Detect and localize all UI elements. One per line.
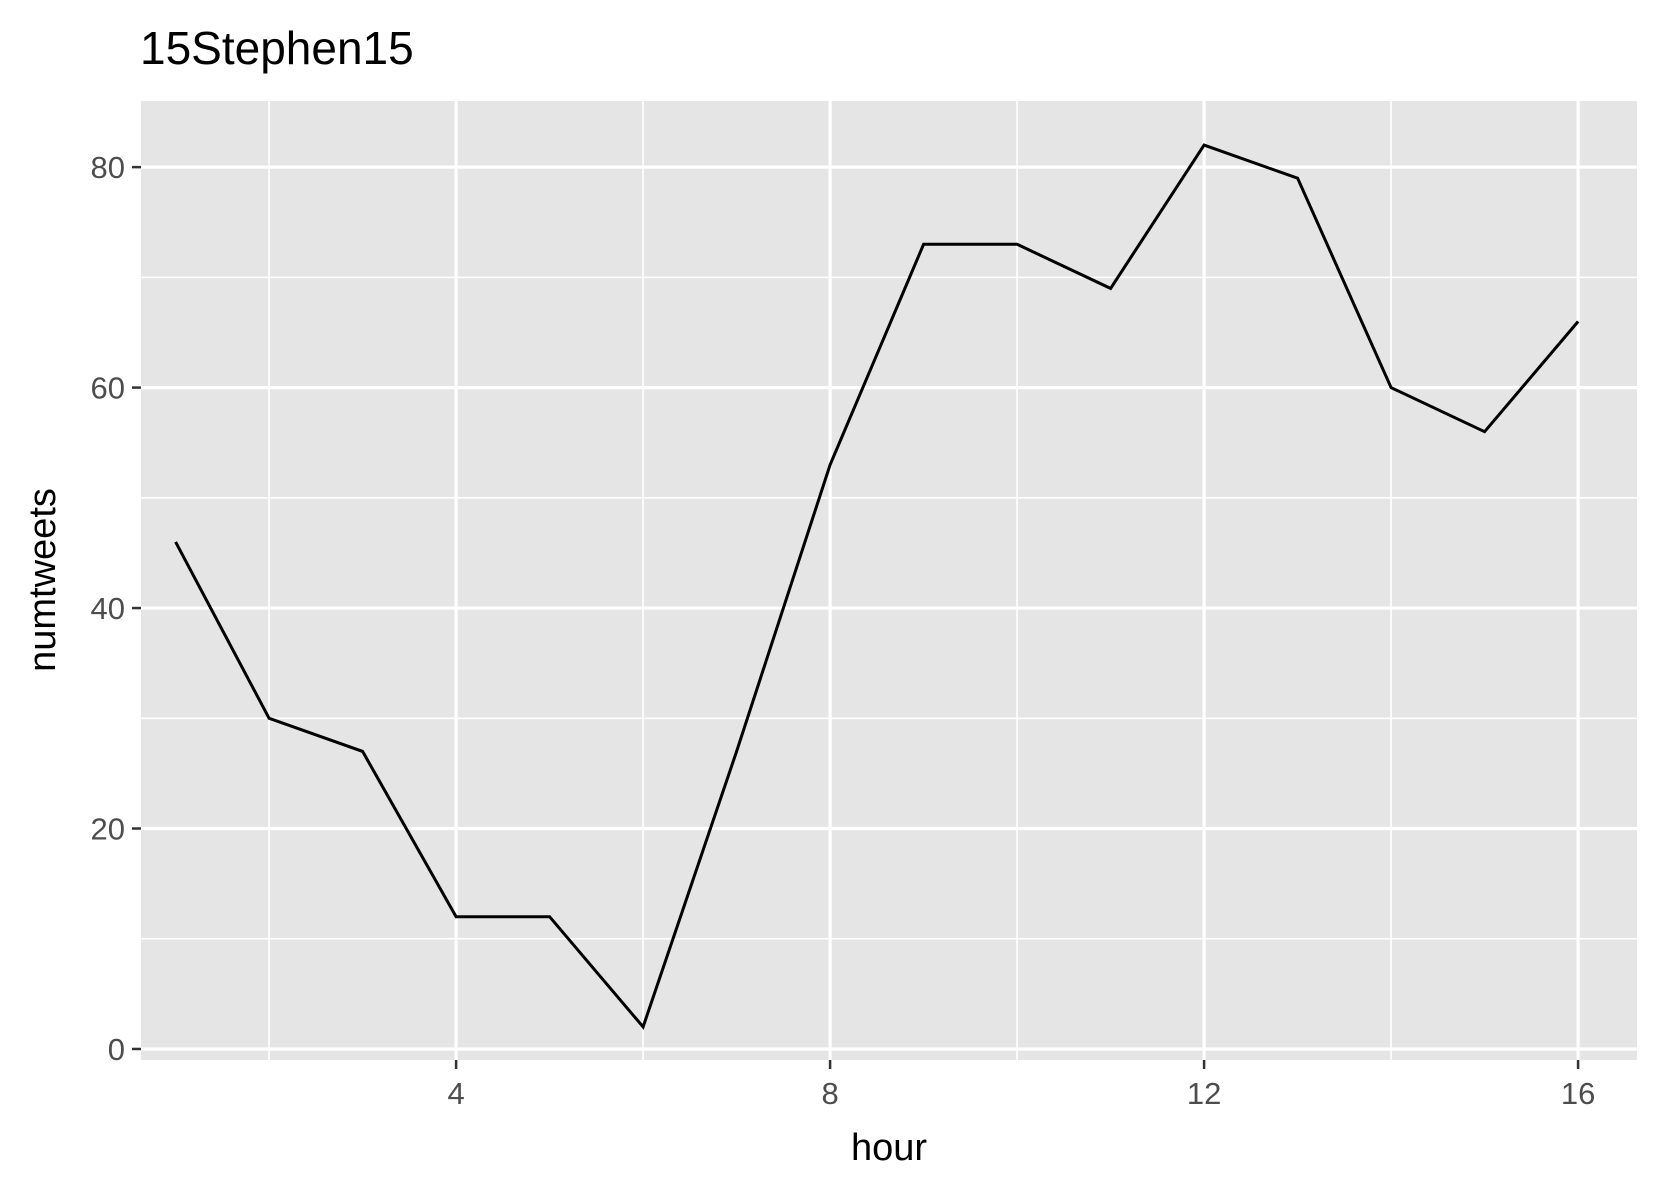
- major-grid: [141, 101, 1637, 1060]
- chart-title: 15Stephen15: [140, 22, 414, 74]
- y-tick-label: 20: [91, 812, 125, 847]
- y-axis-title: numtweets: [22, 488, 64, 672]
- x-axis-ticks: 4 8 12 16: [447, 1060, 1595, 1111]
- y-tick-label: 0: [108, 1032, 125, 1067]
- x-tick-label: 4: [447, 1076, 464, 1111]
- y-tick-label: 80: [91, 150, 125, 185]
- minor-grid: [141, 101, 1637, 1060]
- x-tick-label: 12: [1187, 1076, 1221, 1111]
- x-tick-label: 8: [821, 1076, 838, 1111]
- y-tick-label: 60: [91, 371, 125, 406]
- x-tick-label: 16: [1561, 1076, 1595, 1111]
- series-line: [174, 143, 1580, 1030]
- y-axis-ticks: 0 20 40 60 80: [91, 150, 141, 1067]
- plot-panel: [141, 101, 1637, 1060]
- y-tick-label: 40: [91, 591, 125, 626]
- series-layer: [174, 143, 1580, 1030]
- x-axis-title: hour: [851, 1127, 927, 1169]
